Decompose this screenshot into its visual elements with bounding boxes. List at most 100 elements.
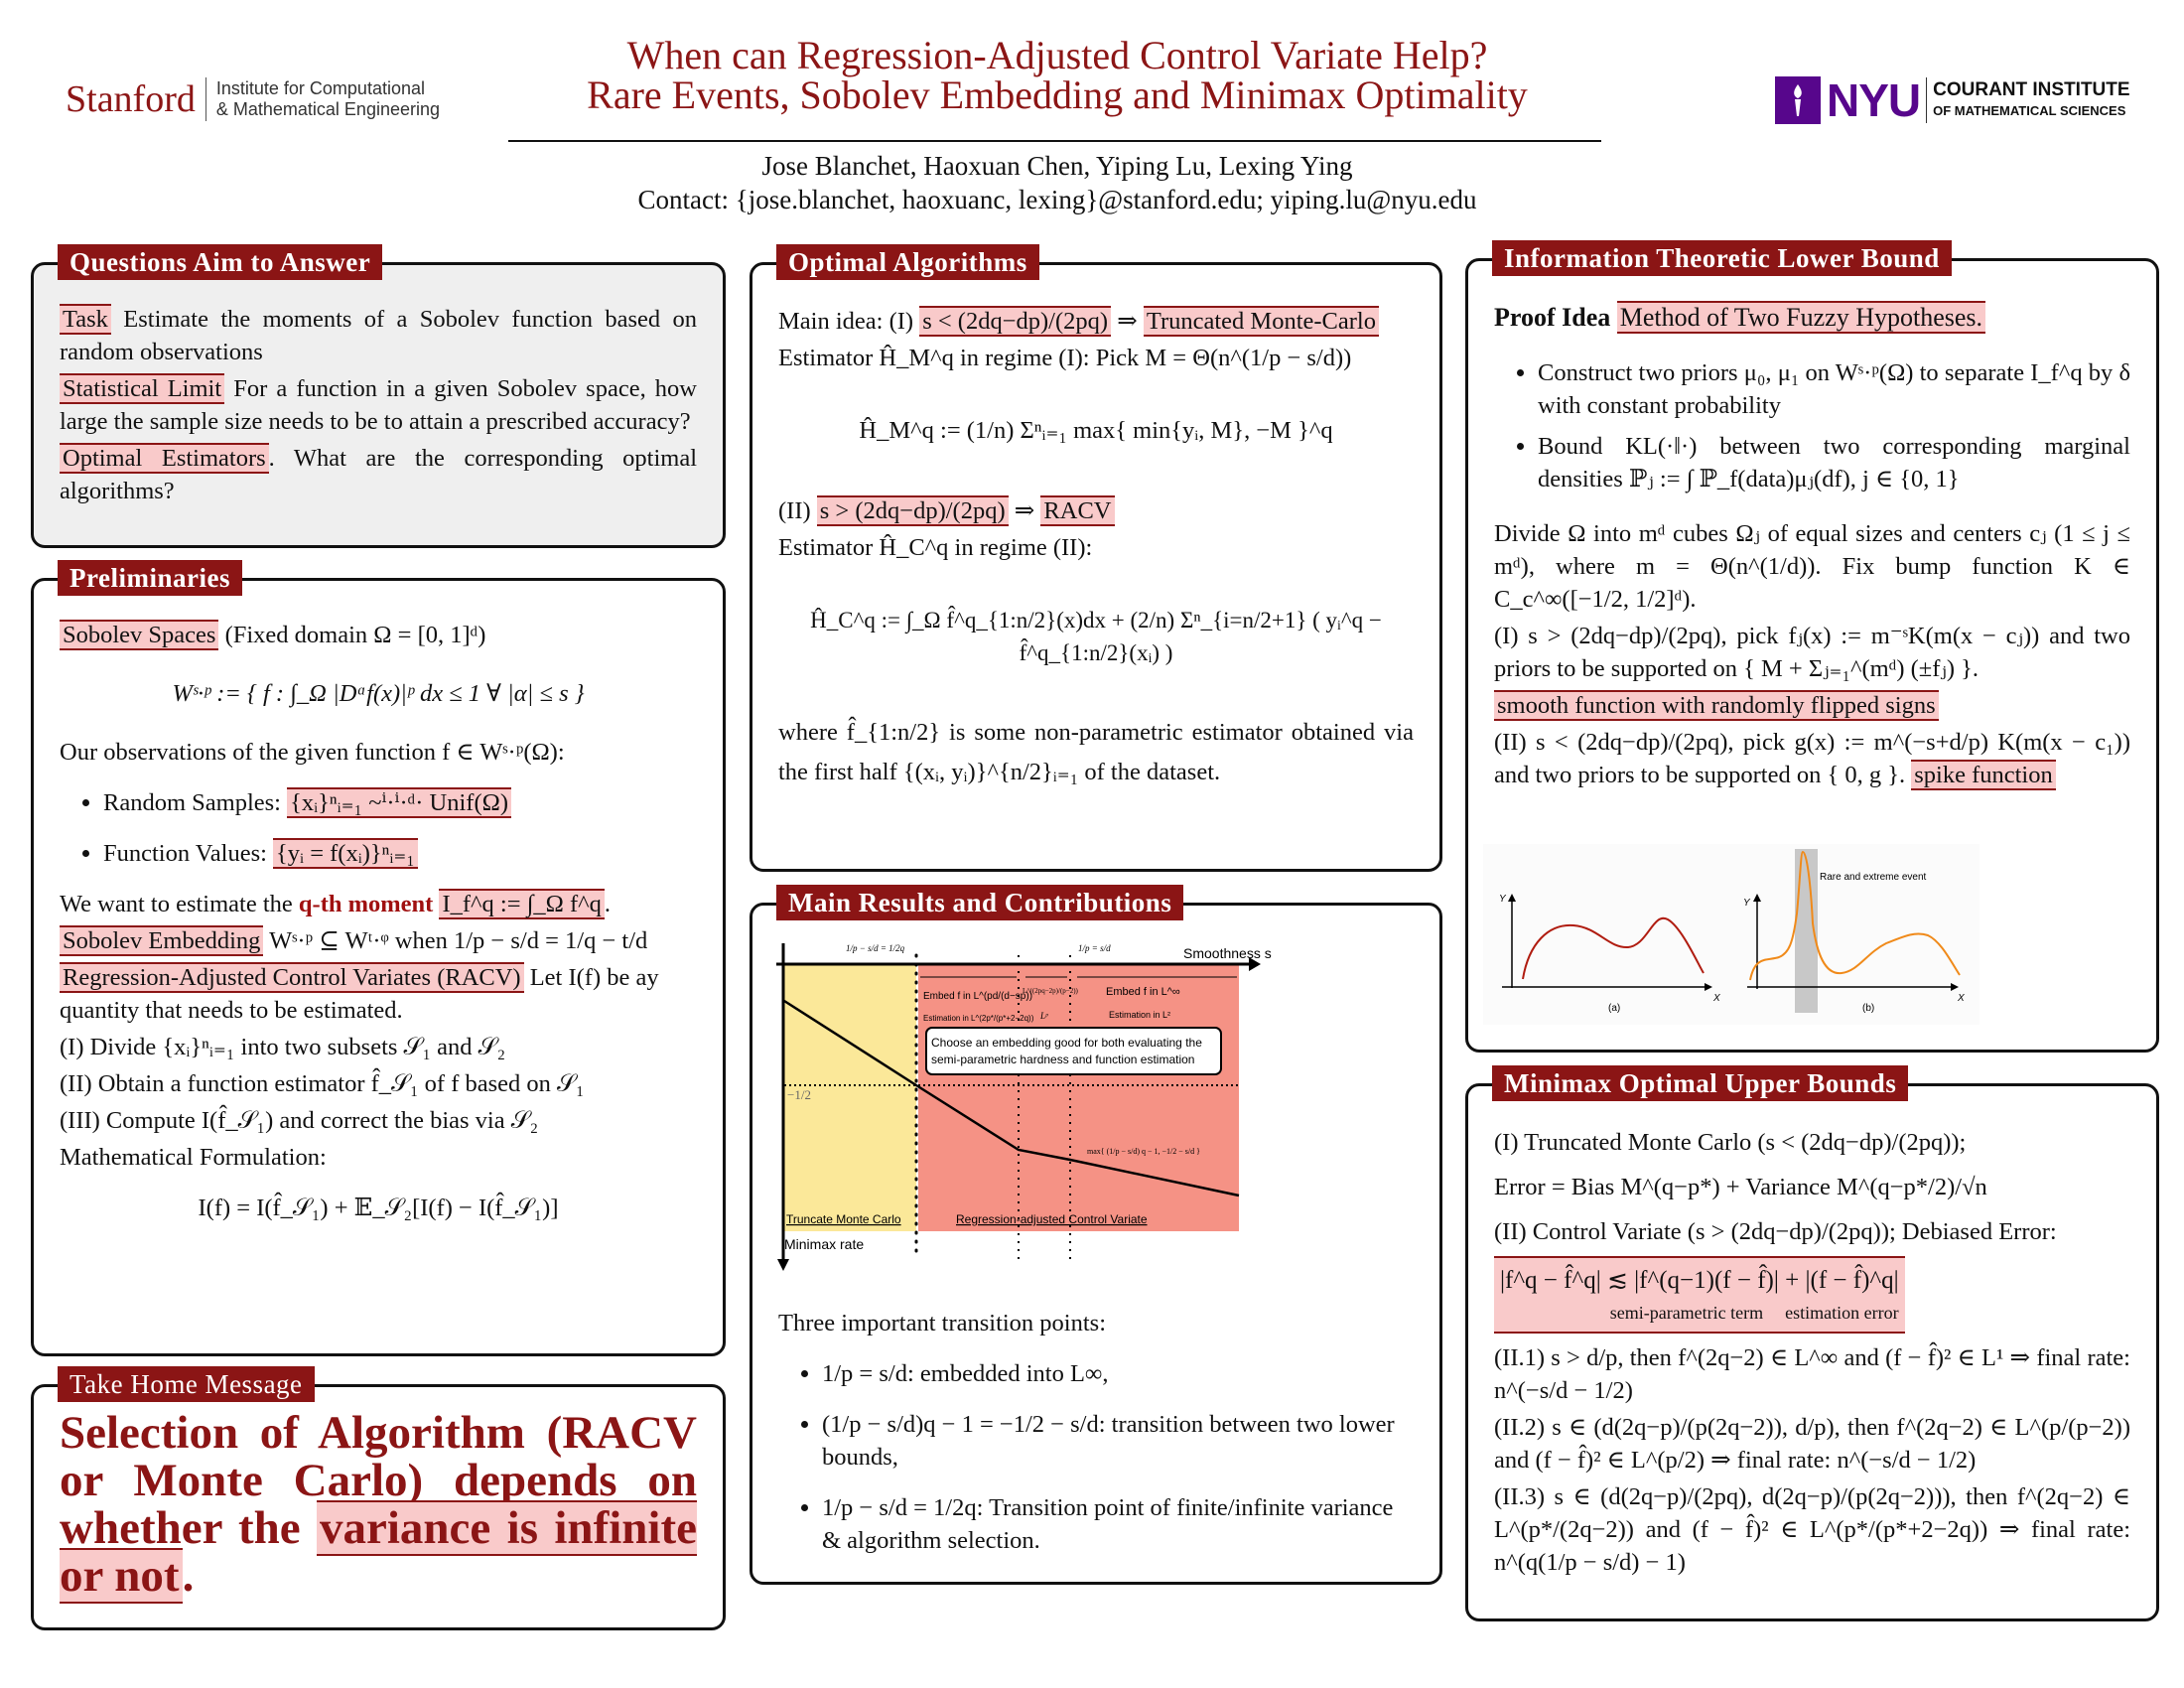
regime-2-label: (II) bbox=[778, 497, 817, 524]
estim-label-1: Estimation in L^(2p*/(p*+2−2q)) bbox=[923, 1014, 1034, 1023]
main-idea-label: Main idea: (I) bbox=[778, 308, 920, 335]
estimation-error-label: estimation error bbox=[1785, 1303, 1899, 1323]
question-optimal-estimators: Optimal Estimators. What are the corresp… bbox=[60, 442, 697, 507]
case-2-text: (II) s < (2dq−dp)/(2pq), pick g(x) := m^… bbox=[1494, 729, 2130, 788]
stanford-logo: Stanford Institute for Computational & M… bbox=[66, 77, 440, 121]
caption-b: (b) bbox=[1862, 1003, 1874, 1014]
case-ii-1: (II.1) s > d/p, then f^(2q−2) ∈ L^∞ and … bbox=[1494, 1344, 2130, 1404]
spike-curve bbox=[1749, 850, 1961, 981]
monte-carlo-region bbox=[784, 965, 916, 1231]
minimax-rate-diagram: Smoothness s Minimax rate 1/p − s/d = 1/… bbox=[776, 943, 1272, 1271]
observations-text: Our observations of the given function f… bbox=[60, 739, 565, 766]
list-item: 1/p − s/d = 1/2q: Transition point of fi… bbox=[822, 1491, 1414, 1557]
x-axis-arrow bbox=[1249, 957, 1261, 971]
poster-title: When can Regression-Adjusted Control Var… bbox=[437, 36, 1678, 115]
message-text: Selection of Algorithm (RACV or Monte Ca… bbox=[60, 1407, 697, 1554]
smooth-curve bbox=[1522, 916, 1705, 980]
region-label-monte-carlo: Truncate Monte Carlo bbox=[786, 1212, 901, 1226]
tag-spike-function: spike function bbox=[1911, 760, 2056, 790]
take-home-message: Selection of Algorithm (RACV or Monte Ca… bbox=[60, 1407, 697, 1604]
embed-label-2: L^((2pq−2p)/(p−2)) bbox=[1023, 987, 1079, 995]
plot-a-x-label: X bbox=[1712, 993, 1720, 1004]
semi-parametric-term-label: semi-parametric term bbox=[1609, 1303, 1764, 1323]
section-title: Main Results and Contributions bbox=[776, 885, 1184, 920]
regime-1-condition: s < (2dq−dp)/(2pq) bbox=[919, 306, 1112, 337]
section-title: Preliminaries bbox=[58, 560, 242, 596]
divide-text: Divide Ω into mᵈ cubes Ωⱼ of equal sizes… bbox=[1494, 520, 2130, 613]
regime-2-condition: s > (2dq−dp)/(2pq) bbox=[816, 495, 1009, 526]
algorithm-truncated-mc: Truncated Monte-Carlo bbox=[1143, 306, 1379, 337]
nyu-courant-logo: NYU COURANT INSTITUTE OF MATHEMATICAL SC… bbox=[1775, 73, 2130, 127]
question-text: . What are the corresponding optimal alg… bbox=[60, 445, 698, 504]
authors: Jose Blanchet, Haoxuan Chen, Yiping Lu, … bbox=[761, 151, 1353, 181]
question-text: Estimate the moments of a Sobolev functi… bbox=[60, 306, 697, 365]
estimator-2: Estimator Ĥ_C^q in regime (II): bbox=[778, 534, 1093, 561]
plot-a-y-label: Y bbox=[1499, 894, 1507, 905]
estimator-note: where f̂_{1:n/2} is some non-parametric … bbox=[778, 719, 1414, 785]
want-text: We want to estimate the bbox=[60, 891, 299, 917]
tick-right: 1/p = s/d bbox=[1078, 943, 1111, 953]
list-item: 1/p = s/d: embedded into L∞, bbox=[822, 1357, 1414, 1390]
optimal-algorithms-section: Optimal Algorithms Main idea: (I) s < (2… bbox=[750, 244, 1442, 872]
preliminaries-section: Preliminaries Sobolev Spaces (Fixed doma… bbox=[31, 560, 726, 1356]
section-title: Minimax Optimal Upper Bounds bbox=[1492, 1065, 1909, 1101]
title-line-2: Rare Events, Sobolev Embedding and Minim… bbox=[587, 72, 1528, 117]
title-line-1: When can Regression-Adjusted Control Var… bbox=[626, 33, 1488, 77]
transitions-title: Three important transition points: bbox=[778, 1310, 1107, 1336]
q-th-moment: q-th moment bbox=[298, 891, 434, 917]
algorithm-racv: RACV bbox=[1040, 495, 1115, 526]
case-1-text: (I) s > (2dq−dp)/(2pq), pick fⱼ(x) := m⁻… bbox=[1494, 623, 2130, 682]
estimator-1: Estimator Ĥ_M^q in regime (I): Pick M = … bbox=[778, 345, 1352, 371]
formula-2: Ĥ_C^q := ∫_Ω f̂^q_{1:n/2}(x)dx + (2/n) Σ… bbox=[810, 608, 1382, 665]
section-title: Questions Aim to Answer bbox=[58, 244, 383, 280]
contact: Contact: {jose.blanchet, haoxuanc, lexin… bbox=[637, 185, 1477, 214]
embed-label-1: Embed f in L^(pd/(d−sp)) bbox=[923, 991, 1032, 1002]
moment-formula: I_f^q := ∫_Ω f^q bbox=[439, 889, 605, 919]
racv-formula: I(f) = I(f̂_𝒮₁) + 𝔼_𝒮₂[I(f) − I(f̂_𝒮₁)] bbox=[198, 1195, 559, 1221]
stanford-sub1: Institute for Computational bbox=[215, 78, 425, 98]
torch-icon bbox=[1775, 76, 1821, 124]
estim-label-2: Lᵖ bbox=[1039, 1011, 1048, 1021]
bullet-label: Function Values: bbox=[103, 840, 274, 867]
tag-smooth-function: smooth function with randomly flipped si… bbox=[1494, 690, 1939, 721]
region-label-racv: Regression-adjusted Control Variate bbox=[956, 1212, 1148, 1226]
error-decomposition: Error = Bias M^(q−p*) + Variance M^(q−p*… bbox=[1494, 1174, 1987, 1200]
racv-region bbox=[918, 965, 1239, 1231]
tag-task: Task bbox=[60, 304, 111, 335]
sobolev-formula: Wˢ·ᵖ := { f : ∫_Ω |Dᵅf(x)|ᵖ dx ≤ 1 ∀ |α|… bbox=[172, 680, 585, 707]
y-axis-arrow bbox=[777, 1259, 789, 1271]
error-formula: |f^q − f̂^q| ≲ |f^(q−1)(f − f̂)| + |(f −… bbox=[1500, 1267, 1899, 1294]
minimax-section: Minimax Optimal Upper Bounds (I) Truncat… bbox=[1465, 1065, 2159, 1621]
lower-bound-section: Information Theoretic Lower Bound Proof … bbox=[1465, 240, 2159, 1053]
title-rule bbox=[508, 140, 1601, 142]
callout-line-2: semi-parametric hardness and function es… bbox=[931, 1053, 1194, 1066]
take-home-section: Take Home Message Selection of Algorithm… bbox=[31, 1366, 726, 1630]
question-text: For a function in a given Sobolev space,… bbox=[60, 375, 697, 435]
list-item: Bound KL(·‖·) between two corresponding … bbox=[1538, 430, 2130, 495]
caption-a: (a) bbox=[1608, 1003, 1620, 1014]
questions-section: Questions Aim to Answer Task Estimate th… bbox=[31, 244, 726, 548]
callout-line-1: Choose an embedding good for both evalua… bbox=[931, 1036, 1202, 1050]
proof-steps: Construct two priors μ₀, μ₁ on Wˢ·ᵖ(Ω) t… bbox=[1494, 356, 2130, 495]
tag-racv: Regression-Adjusted Control Variates (RA… bbox=[60, 962, 524, 993]
case-ii-3: (II.3) s ∈ (d(2q−p)/(2pq), d(2q−p)/(p(2q… bbox=[1494, 1483, 2130, 1576]
list-item: Construct two priors μ₀, μ₁ on Wˢ·ᵖ(Ω) t… bbox=[1538, 356, 2130, 422]
racv-text: Let I(f) be ay quantity that needs to be… bbox=[60, 964, 659, 1024]
curve-label: max{ (1/p − s/d) q − 1, −1/2 − s/d } bbox=[1087, 1147, 1200, 1156]
section-title: Information Theoretic Lower Bound bbox=[1492, 240, 1952, 276]
courant-line-2: OF MATHEMATICAL SCIENCES bbox=[1933, 102, 2126, 118]
list-item: (1/p − s/d)q − 1 = −1/2 − s/d: transitio… bbox=[822, 1408, 1414, 1474]
punctuation: . bbox=[182, 1550, 195, 1602]
case-ii-2: (II.2) s ∈ (d(2q−p)/(p(2q−2)), d/p), the… bbox=[1494, 1414, 2130, 1474]
rare-event-figure: Y X (a) Y X (b) Rare and extreme event bbox=[1483, 844, 1979, 1025]
embedding-text: Wˢ·ᵖ ⊆ Wᵗ·ᵠ when 1/p − s/d = 1/q − t/d bbox=[263, 927, 648, 954]
transitions-list: 1/p = s/d: embedded into L∞, (1/p − s/d)… bbox=[778, 1357, 1414, 1557]
estim-label-3: Estimation in L² bbox=[1109, 1010, 1170, 1020]
minimax-rate-curve bbox=[783, 999, 1240, 1197]
formula-1: Ĥ_M^q := (1/n) Σⁿᵢ₌₁ max{ min{yᵢ, M}, −M… bbox=[859, 417, 1333, 444]
list-item: Random Samples: {xᵢ}ⁿᵢ₌₁ ~ⁱ·ⁱ·ᵈ· Unif(Ω) bbox=[103, 786, 697, 819]
truncated-mc-line: (I) Truncated Monte Carlo (s < (2dq−dp)/… bbox=[1494, 1129, 1967, 1156]
step-3: (III) Compute I(f̂_𝒮₁) and correct the b… bbox=[60, 1107, 539, 1134]
plot-b-x-label: X bbox=[1957, 993, 1965, 1004]
bullet-math: {xᵢ}ⁿᵢ₌₁ ~ⁱ·ⁱ·ᵈ· Unif(Ω) bbox=[287, 787, 511, 818]
